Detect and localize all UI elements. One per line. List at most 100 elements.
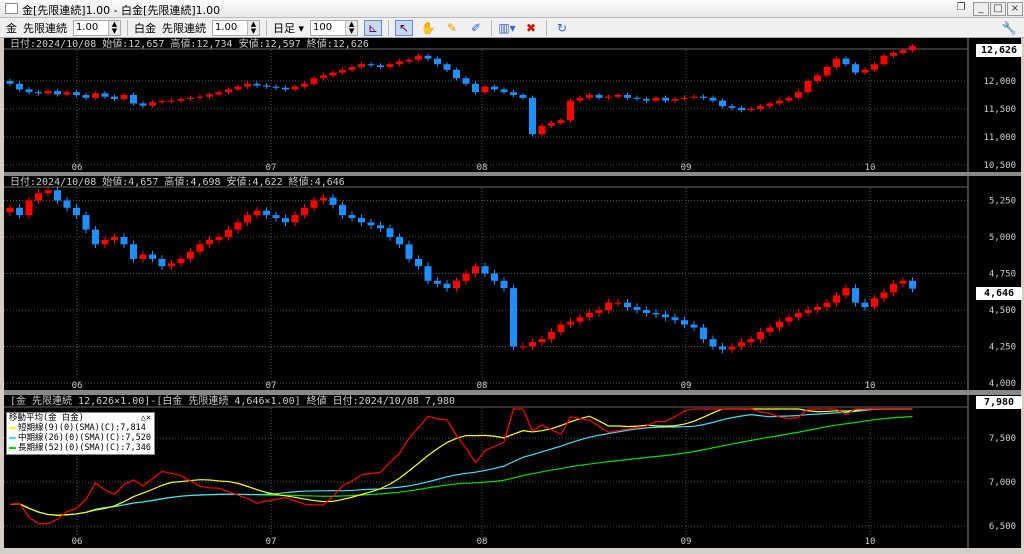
candle-up (747, 109, 755, 111)
symbol2-label[interactable]: 白金 (134, 21, 156, 35)
candle-up (111, 237, 118, 240)
month-label: 08 (477, 163, 488, 173)
pointer-tool-icon[interactable]: ↖ (395, 19, 414, 36)
legend-item-mid: 中期線(26)(0)(SMA)(C):7,520 (9, 433, 151, 443)
month-label: 07 (266, 381, 277, 391)
legend-label: 短期線(9)(0)(SMA)(C):7,814 (18, 423, 146, 433)
candle-down (25, 89, 33, 93)
indicator-chart-icon[interactable]: ▥▾ (498, 20, 516, 35)
candle-up (168, 263, 175, 267)
candle-down (624, 95, 631, 98)
candle-down (861, 302, 869, 308)
candle-up (909, 45, 916, 51)
candle-up (149, 102, 156, 106)
crosshair-tool-icon[interactable]: ⊾ (364, 19, 383, 36)
candle-down (491, 86, 498, 90)
chart-canvas[interactable]: 06 07 08 09 10 12,000 11,500 11,000 10,500 06 07 08… (4, 38, 1021, 548)
month-label: 06 (72, 381, 83, 391)
month-label: 06 (72, 163, 83, 173)
divider (491, 19, 493, 36)
refresh-icon[interactable]: ↻ (557, 20, 568, 35)
candle-up (614, 95, 622, 97)
contract1-label[interactable]: 先限連続 (23, 21, 67, 35)
stepper-arrows-icon[interactable]: ▲ ▼ (345, 20, 358, 35)
close-button[interactable]: × (1007, 2, 1023, 16)
candle-down (595, 95, 603, 98)
price-tick-label: 6,500 (989, 522, 1016, 532)
candle-down (415, 258, 422, 267)
chart-area[interactable]: 06 07 08 09 10 12,000 11,500 11,000 10,500 06 07 08… (4, 38, 1022, 548)
candle-down (700, 327, 707, 340)
stepper-arrows-icon[interactable]: ▲ ▼ (247, 20, 259, 35)
hand-tool-icon[interactable]: ✋ (420, 20, 436, 35)
candle-up (567, 321, 574, 325)
candle-up (652, 97, 660, 101)
price-tick-label: 10,500 (983, 161, 1016, 171)
candle-down (73, 207, 80, 216)
count-input[interactable] (311, 22, 346, 33)
candle-up (234, 86, 242, 90)
draw-line-tool-icon[interactable]: ✐ (471, 20, 482, 35)
candle-up (757, 331, 764, 340)
candle-down (700, 96, 707, 98)
candle-down (462, 78, 470, 84)
symbol1-label[interactable]: 金 (6, 21, 17, 35)
candle-down (491, 273, 498, 281)
pencil-tool-icon[interactable]: ✎ (447, 20, 458, 35)
price-tick-label: 4,500 (989, 306, 1016, 316)
candle-down (82, 215, 90, 230)
multiplier1-input[interactable] (74, 22, 108, 33)
stepper-arrows-icon[interactable]: ▲ ▼ (108, 20, 120, 35)
multiplier1-stepper[interactable]: ▲▼ (73, 19, 121, 36)
candle-down (624, 302, 631, 308)
restore-icon[interactable]: ❐ (956, 2, 966, 13)
candle-down (63, 200, 71, 208)
spread-header: [金 先限連続 12,626×1.00]-[白金 先限連続 4,646×1.00… (10, 396, 456, 407)
candle-up (206, 239, 213, 245)
period-dropdown[interactable]: 日足 ▾ (273, 21, 305, 35)
candle-up (177, 258, 185, 264)
candle-down (130, 95, 137, 104)
ma-legend[interactable]: 移動平均(金 白金) △✕ 短期線(9)(0)(SMA)(C):7,814 中期… (6, 412, 155, 455)
minimize-button[interactable]: _ (973, 2, 989, 16)
candle-up (158, 101, 166, 103)
candle-down (367, 222, 375, 226)
contract2-label[interactable]: 先限連続 (162, 21, 206, 35)
candle-up (339, 69, 346, 73)
month-label: 10 (865, 381, 876, 391)
legend-collapse-close-icon[interactable]: △✕ (140, 413, 151, 423)
candle-down (120, 237, 128, 245)
candle-up (814, 307, 821, 310)
candle-up (139, 254, 147, 259)
candle-down (633, 307, 641, 310)
candle-down (377, 65, 384, 67)
candle-up (823, 302, 831, 308)
candle-up (215, 237, 223, 240)
candle-up (101, 239, 109, 245)
multiplier2-input[interactable] (213, 22, 247, 33)
legend-title: 移動平均(金 白金) (9, 413, 84, 423)
candle-down (16, 207, 23, 216)
candle-up (785, 97, 793, 101)
count-stepper[interactable]: ▲▼ (310, 19, 359, 36)
candle-up (804, 81, 812, 93)
candle-up (310, 200, 318, 208)
candle-down (54, 190, 61, 201)
candle-down (643, 98, 650, 101)
price-tick-label: 5,000 (989, 233, 1016, 243)
candle-up (538, 339, 546, 343)
delete-drawings-icon[interactable]: ✖ (526, 20, 537, 35)
candle-down (272, 86, 280, 88)
month-label: 06 (72, 537, 83, 547)
candle-up (795, 92, 802, 98)
spread-line (9, 408, 913, 525)
candle-up (614, 302, 622, 304)
candle-up (320, 75, 327, 79)
multiplier2-stepper[interactable]: ▲▼ (212, 19, 260, 36)
settings-wrench-icon[interactable]: 🔧 (1001, 20, 1017, 35)
candle-up (462, 273, 470, 281)
candle-up (576, 97, 584, 101)
candle-up (880, 292, 888, 299)
maximize-button[interactable]: □ (990, 2, 1006, 16)
candle-down (358, 218, 365, 223)
